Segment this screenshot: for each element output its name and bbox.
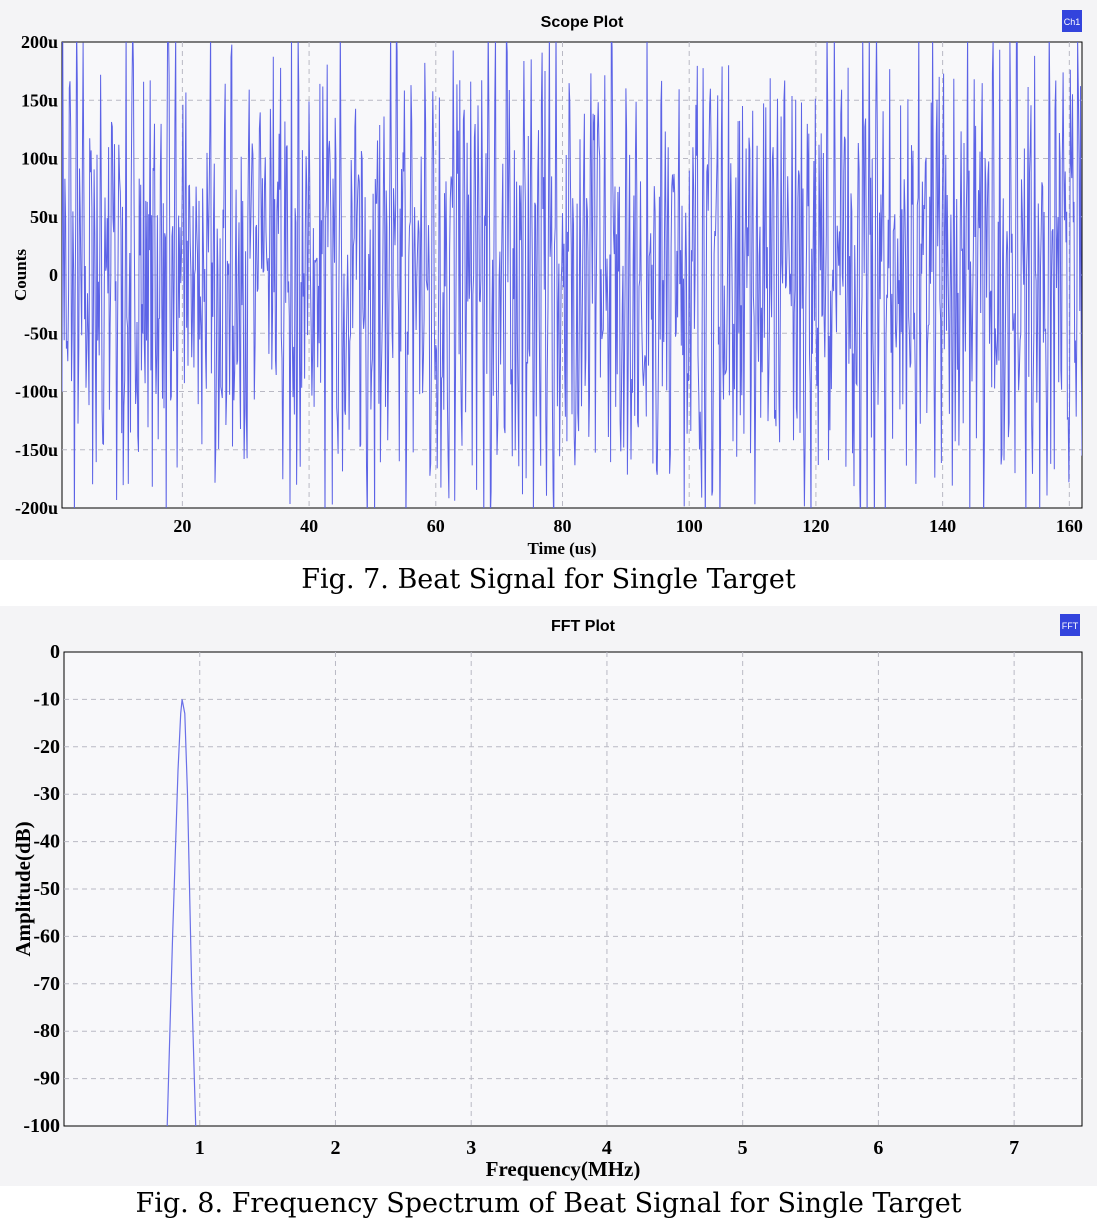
chart-title: FFT Plot (551, 618, 616, 635)
y-tick-label: 0 (50, 641, 60, 663)
fft-plot-chart: FFT Plot FFT 1 2 3 4 5 6 7 0 -10 -20 -30 -40 -50 -60 -70… (11, 614, 1083, 1181)
y-tick-label: 200u (21, 32, 58, 52)
x-tick-label: 60 (427, 516, 445, 536)
series-line-ch1 (62, 42, 1082, 508)
x-axis-label: Frequency(MHz) (486, 1157, 641, 1181)
legend-label: Ch1 (1064, 17, 1081, 27)
x-axis-label: Time (us) (527, 539, 596, 558)
x-tick-label: 160 (1056, 516, 1083, 536)
chart-title: Scope Plot (541, 14, 624, 31)
y-tick-label: -90 (33, 1068, 60, 1090)
x-tick-label: 40 (300, 516, 318, 536)
fft-plot-panel: FFT Plot FFT 1 2 3 4 5 6 7 0 -10 -20 -30 -40 -50 -60 -70… (0, 606, 1097, 1186)
series-line-fft (166, 699, 197, 1127)
y-tick-label: -70 (33, 973, 60, 995)
y-axis-label: Amplitude(dB) (11, 821, 35, 956)
legend-label: FFT (1062, 621, 1079, 631)
y-tick-label: -100 (23, 1115, 60, 1137)
x-tick-label: 4 (602, 1137, 612, 1159)
y-tick-label: 0 (49, 265, 58, 285)
x-tick-label: 140 (929, 516, 956, 536)
y-tick-label: -80 (33, 1020, 60, 1042)
y-tick-label: -150u (15, 440, 58, 460)
x-tick-label: 1 (195, 1137, 205, 1159)
y-tick-label: -100u (15, 382, 58, 402)
y-tick-label: 100u (21, 149, 58, 169)
scope-plot-chart: Scope Plot Ch1 20 40 60 80 100 120 140 160 200u 150… (11, 10, 1083, 558)
x-tick-label: 5 (738, 1137, 748, 1159)
x-tick-label: 120 (802, 516, 829, 536)
x-tick-label: 100 (676, 516, 703, 536)
y-axis-label: Counts (11, 249, 30, 301)
x-tick-label: 2 (330, 1137, 340, 1159)
y-tick-label: -40 (33, 831, 60, 853)
y-tick-label: -30 (33, 783, 60, 805)
y-tick-label: 150u (21, 90, 58, 110)
y-tick-label: -50 (33, 878, 60, 900)
legend-swatch (1062, 10, 1082, 32)
figure-8-caption: Fig. 8. Frequency Spectrum of Beat Signa… (135, 1188, 962, 1219)
y-tick-label: -50u (24, 323, 58, 343)
y-tick-label: -60 (33, 925, 60, 947)
y-tick-label: 50u (30, 207, 58, 227)
x-tick-label: 6 (873, 1137, 883, 1159)
legend-swatch (1060, 614, 1080, 636)
x-tick-label: 7 (1009, 1137, 1019, 1159)
x-tick-label: 3 (466, 1137, 476, 1159)
x-tick-label: 80 (553, 516, 571, 536)
y-tick-label: -10 (33, 688, 60, 710)
figure-7-caption: Fig. 7. Beat Signal for Single Target (301, 564, 796, 595)
scope-plot-panel: Scope Plot Ch1 20 40 60 80 100 120 140 160 200u 150… (0, 0, 1097, 560)
x-tick-label: 20 (173, 516, 191, 536)
y-tick-label: -200u (15, 498, 58, 518)
y-tick-label: -20 (33, 736, 60, 758)
